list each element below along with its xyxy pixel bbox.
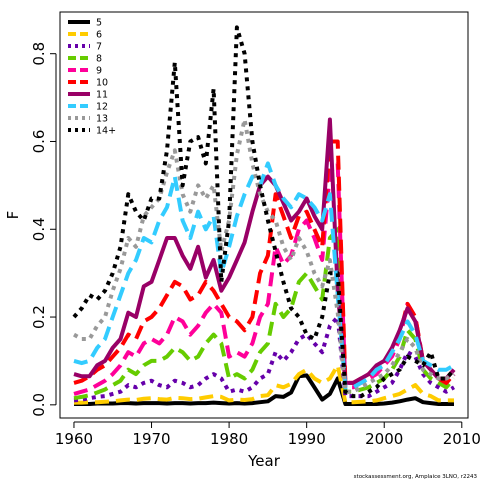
legend-label: 8 [96, 54, 102, 65]
legend-label: 13 [96, 114, 108, 125]
series-line-14plus [72, 25, 456, 399]
x-axis: 1960 1970 1980 1990 2000 2010 [55, 421, 480, 448]
y-tick-label: 0.8 [30, 42, 48, 66]
series-line-11 [73, 117, 456, 385]
y-axis-title: F [4, 211, 22, 220]
legend-label: 12 [96, 102, 108, 113]
legend-label: 6 [96, 30, 102, 41]
y-tick-label: 0.6 [30, 130, 48, 154]
y-tick-label: 0.0 [30, 393, 48, 417]
x-tick-label: 1970 [132, 430, 170, 448]
y-tick-label: 0.2 [30, 305, 48, 329]
series-line-8 [73, 227, 456, 401]
legend-label: 9 [96, 66, 102, 77]
series-line-12 [73, 161, 455, 390]
y-axis: 0.0 0.2 0.4 0.6 0.8 [30, 42, 57, 417]
x-tick-label: 2010 [443, 430, 480, 448]
legend-label: 7 [96, 42, 102, 53]
x-tick-label: 1990 [288, 430, 326, 448]
y-tick-label: 0.4 [30, 217, 48, 241]
x-axis-title: Year [247, 452, 281, 470]
series-line-13 [73, 117, 455, 394]
legend-label: 14+ [96, 126, 116, 137]
series-layer [72, 25, 456, 406]
credit-text: stockassessment.org, Amplaice 3LNO, r224… [354, 474, 478, 480]
x-tick-label: 2000 [365, 430, 403, 448]
series-line-6 [74, 363, 454, 405]
legend-label: 11 [96, 90, 108, 101]
plot-frame [59, 11, 469, 419]
legend-label: 5 [96, 18, 102, 29]
x-tick-label: 1980 [210, 430, 248, 448]
series-line-7 [73, 315, 455, 403]
x-tick-label: 1960 [55, 430, 93, 448]
legend-label: 10 [96, 78, 108, 89]
series-line-5 [74, 373, 454, 406]
